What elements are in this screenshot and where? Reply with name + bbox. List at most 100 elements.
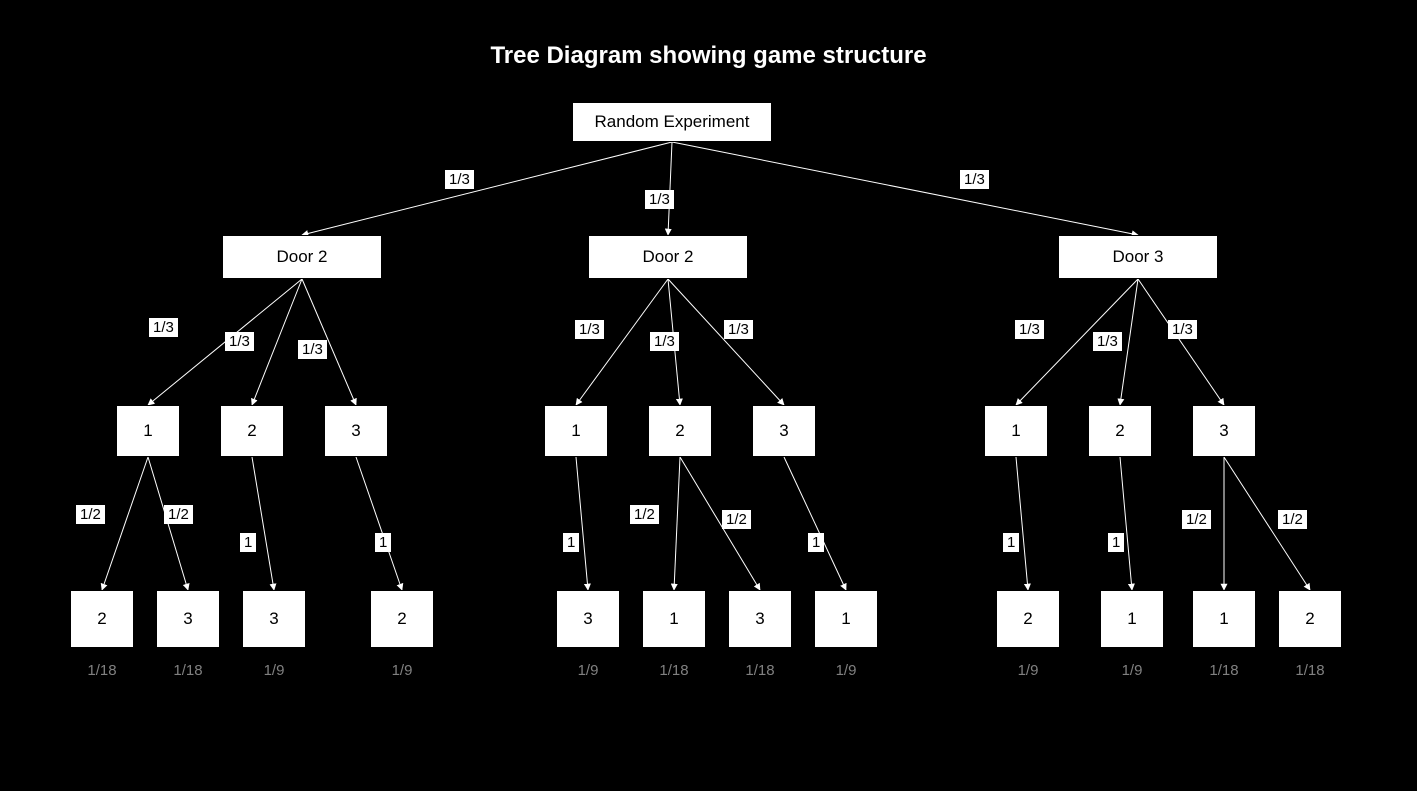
tree-node-l5: 3 bbox=[556, 590, 620, 648]
node-label: 3 bbox=[779, 421, 788, 441]
tree-node-l4: 2 bbox=[370, 590, 434, 648]
tree-node-d1: Door 2 bbox=[222, 235, 382, 279]
edge-label-c33-l11: 1/2 bbox=[1182, 510, 1211, 529]
edge-root-d2 bbox=[668, 142, 672, 235]
leaf-prob-l7: 1/18 bbox=[728, 662, 792, 679]
node-label: 3 bbox=[755, 609, 764, 629]
diagram-title: Tree Diagram showing game structure bbox=[0, 42, 1417, 70]
edge-c32-l10 bbox=[1120, 457, 1132, 590]
leaf-prob-l12: 1/18 bbox=[1278, 662, 1342, 679]
tree-node-l8: 1 bbox=[814, 590, 878, 648]
edge-c31-l9 bbox=[1016, 457, 1028, 590]
leaf-prob-l1: 1/18 bbox=[70, 662, 134, 679]
tree-node-d3: Door 3 bbox=[1058, 235, 1218, 279]
node-label: 2 bbox=[1115, 421, 1124, 441]
edge-c23-l8 bbox=[784, 457, 846, 590]
node-label: 3 bbox=[1219, 421, 1228, 441]
node-label: 2 bbox=[675, 421, 684, 441]
tree-node-c33: 3 bbox=[1192, 405, 1256, 457]
leaf-prob-l3: 1/9 bbox=[242, 662, 306, 679]
tree-node-c22: 2 bbox=[648, 405, 712, 457]
edge-label-c13-l4: 1 bbox=[375, 533, 391, 552]
tree-node-c13: 3 bbox=[324, 405, 388, 457]
tree-node-l3: 3 bbox=[242, 590, 306, 648]
node-label: 1 bbox=[143, 421, 152, 441]
edge-label-d2-c21: 1/3 bbox=[575, 320, 604, 339]
edge-c11-l1 bbox=[102, 457, 148, 590]
node-label: 2 bbox=[97, 609, 106, 629]
node-label: 2 bbox=[1023, 609, 1032, 629]
edge-label-c22-l7: 1/2 bbox=[722, 510, 751, 529]
node-label: 1 bbox=[1219, 609, 1228, 629]
tree-node-c21: 1 bbox=[544, 405, 608, 457]
edge-label-root-d3: 1/3 bbox=[960, 170, 989, 189]
edge-c21-l5 bbox=[576, 457, 588, 590]
leaf-prob-l9: 1/9 bbox=[996, 662, 1060, 679]
edge-label-c31-l9: 1 bbox=[1003, 533, 1019, 552]
node-label: 2 bbox=[397, 609, 406, 629]
edge-label-c33-l12: 1/2 bbox=[1278, 510, 1307, 529]
tree-node-l6: 1 bbox=[642, 590, 706, 648]
node-label: 1 bbox=[669, 609, 678, 629]
edge-c13-l4 bbox=[356, 457, 402, 590]
edge-label-root-d2: 1/3 bbox=[645, 190, 674, 209]
edge-label-c32-l10: 1 bbox=[1108, 533, 1124, 552]
leaf-prob-l5: 1/9 bbox=[556, 662, 620, 679]
tree-node-l2: 3 bbox=[156, 590, 220, 648]
tree-node-l7: 3 bbox=[728, 590, 792, 648]
edge-label-d2-c22: 1/3 bbox=[650, 332, 679, 351]
node-label: Door 2 bbox=[642, 247, 693, 267]
edge-c12-l3 bbox=[252, 457, 274, 590]
node-label: 3 bbox=[269, 609, 278, 629]
edge-label-d2-c23: 1/3 bbox=[724, 320, 753, 339]
leaf-prob-l8: 1/9 bbox=[814, 662, 878, 679]
edge-d3-c33 bbox=[1138, 279, 1224, 405]
node-label: 3 bbox=[583, 609, 592, 629]
edge-label-d1-c11: 1/3 bbox=[149, 318, 178, 337]
edge-label-d1-c12: 1/3 bbox=[225, 332, 254, 351]
tree-node-c23: 3 bbox=[752, 405, 816, 457]
tree-node-c12: 2 bbox=[220, 405, 284, 457]
edge-label-d1-c13: 1/3 bbox=[298, 340, 327, 359]
leaf-prob-l4: 1/9 bbox=[370, 662, 434, 679]
tree-node-c31: 1 bbox=[984, 405, 1048, 457]
edge-label-c21-l5: 1 bbox=[563, 533, 579, 552]
leaf-prob-l11: 1/18 bbox=[1192, 662, 1256, 679]
edge-label-c12-l3: 1 bbox=[240, 533, 256, 552]
node-label: 1 bbox=[571, 421, 580, 441]
node-label: 2 bbox=[247, 421, 256, 441]
node-label: 1 bbox=[841, 609, 850, 629]
edge-root-d1 bbox=[302, 142, 672, 235]
edge-root-d3 bbox=[672, 142, 1138, 235]
node-label: 3 bbox=[183, 609, 192, 629]
node-label: 3 bbox=[351, 421, 360, 441]
node-label: Random Experiment bbox=[595, 112, 750, 132]
edge-label-root-d1: 1/3 bbox=[445, 170, 474, 189]
edge-label-c23-l8: 1 bbox=[808, 533, 824, 552]
edge-label-d3-c31: 1/3 bbox=[1015, 320, 1044, 339]
edge-c22-l6 bbox=[674, 457, 680, 590]
edge-d2-c23 bbox=[668, 279, 784, 405]
edge-label-d3-c32: 1/3 bbox=[1093, 332, 1122, 351]
edge-label-d3-c33: 1/3 bbox=[1168, 320, 1197, 339]
tree-node-l11: 1 bbox=[1192, 590, 1256, 648]
tree-node-l1: 2 bbox=[70, 590, 134, 648]
edge-label-c22-l6: 1/2 bbox=[630, 505, 659, 524]
tree-node-l10: 1 bbox=[1100, 590, 1164, 648]
edge-label-c11-l1: 1/2 bbox=[76, 505, 105, 524]
leaf-prob-l10: 1/9 bbox=[1100, 662, 1164, 679]
leaf-prob-l2: 1/18 bbox=[156, 662, 220, 679]
node-label: Door 3 bbox=[1112, 247, 1163, 267]
edge-d1-c12 bbox=[252, 279, 302, 405]
edge-label-c11-l2: 1/2 bbox=[164, 505, 193, 524]
tree-node-c32: 2 bbox=[1088, 405, 1152, 457]
tree-node-c11: 1 bbox=[116, 405, 180, 457]
node-label: 1 bbox=[1127, 609, 1136, 629]
node-label: 1 bbox=[1011, 421, 1020, 441]
tree-node-d2: Door 2 bbox=[588, 235, 748, 279]
leaf-prob-l6: 1/18 bbox=[642, 662, 706, 679]
tree-node-root: Random Experiment bbox=[572, 102, 772, 142]
node-label: 2 bbox=[1305, 609, 1314, 629]
tree-node-l9: 2 bbox=[996, 590, 1060, 648]
edge-d3-c32 bbox=[1120, 279, 1138, 405]
